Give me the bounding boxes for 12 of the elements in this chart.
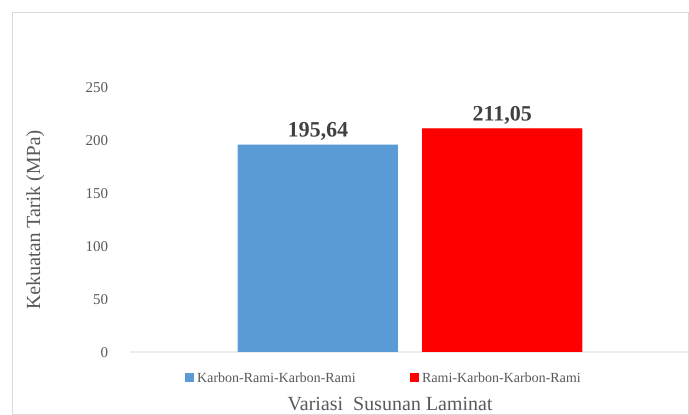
legend-label: Rami-Karbon-Karbon-Rami xyxy=(422,371,581,386)
legend-label: Karbon-Rami-Karbon-Rami xyxy=(197,371,356,386)
y-tick-label: 200 xyxy=(86,133,108,149)
y-tick-label: 50 xyxy=(93,292,108,308)
x-axis-title: Variasi Susunan Laminat xyxy=(288,393,493,415)
y-tick-label: 100 xyxy=(86,239,108,255)
y-tick-label: 250 xyxy=(86,80,108,96)
y-tick-label: 150 xyxy=(86,186,108,202)
y-axis-title: Kekuatan Tarik (MPa) xyxy=(23,130,45,310)
y-tick-label: 0 xyxy=(100,345,108,361)
data-label: 211,05 xyxy=(472,100,532,126)
data-label: 195,64 xyxy=(288,116,348,142)
